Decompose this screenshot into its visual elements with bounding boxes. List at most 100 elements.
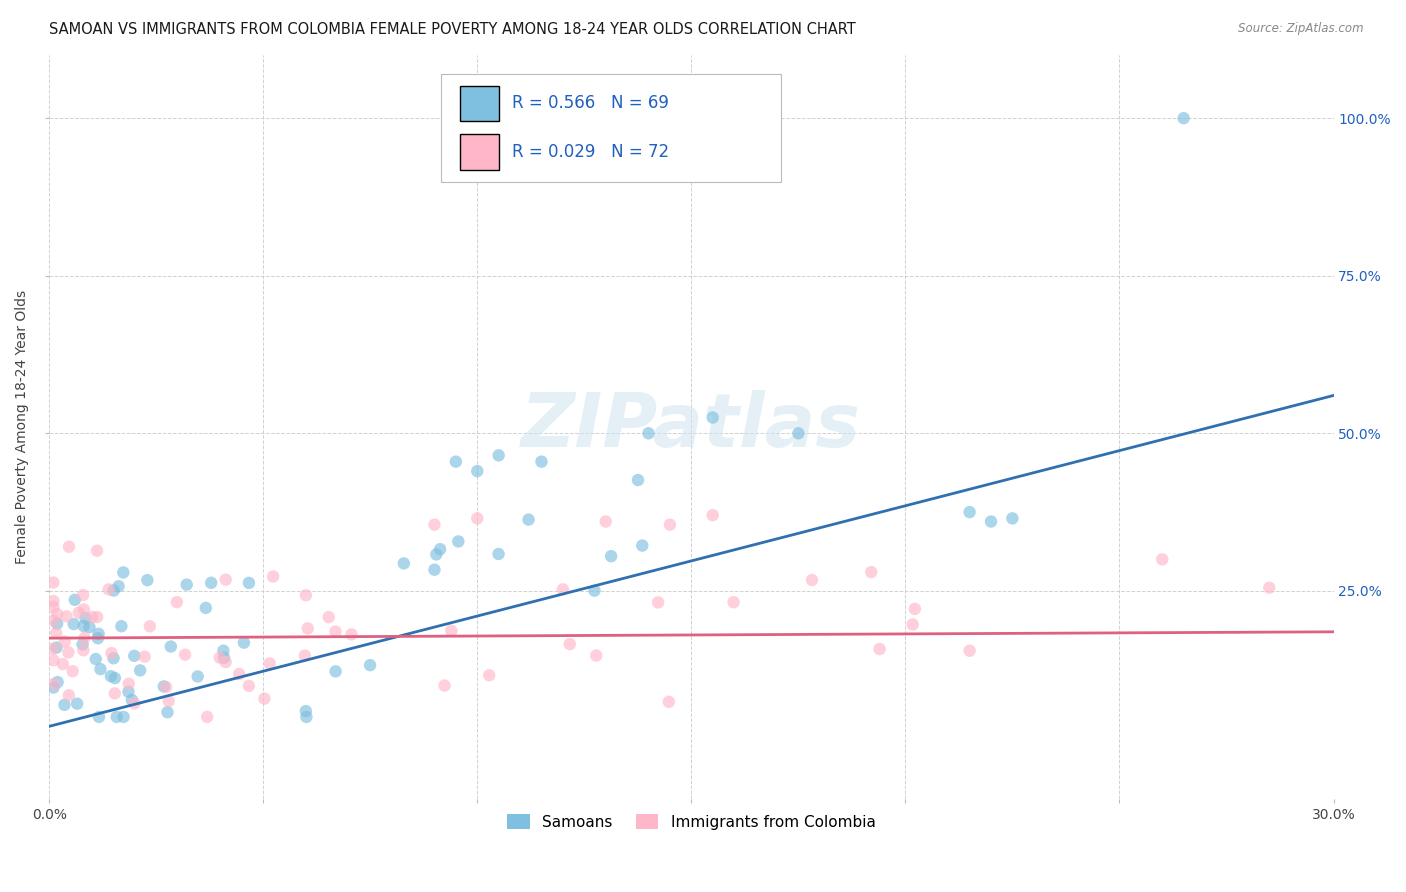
Legend: Samoans, Immigrants from Colombia: Samoans, Immigrants from Colombia [501, 807, 882, 836]
Point [72, 637, 94, 651]
Point [215, 573, 238, 587]
Point [551, 582, 574, 597]
Point [187, 669, 209, 683]
Point [62, 664, 84, 678]
Point [959, 505, 981, 519]
Point [801, 573, 824, 587]
Point [160, 640, 183, 654]
Text: ZIPatlas: ZIPatlas [522, 391, 862, 464]
Point [259, 657, 281, 671]
Point [53, 698, 76, 712]
Point [89, 662, 111, 676]
Point [359, 658, 381, 673]
Point [297, 621, 319, 635]
Point [42, 614, 65, 628]
Point [423, 563, 446, 577]
Point [157, 694, 180, 708]
Point [444, 455, 467, 469]
Point [869, 642, 891, 657]
Point [73, 602, 96, 616]
Point [122, 648, 145, 663]
Point [46, 616, 69, 631]
Point [52, 657, 75, 671]
Point [152, 680, 174, 694]
Point [631, 539, 654, 553]
Point [295, 704, 318, 718]
Point [72, 588, 94, 602]
Point [959, 644, 981, 658]
Point [238, 575, 260, 590]
Point [42, 681, 65, 695]
Point [79, 620, 101, 634]
Point [294, 648, 316, 663]
Point [82, 610, 104, 624]
Point [58, 540, 80, 554]
Point [75, 611, 97, 625]
Point [87, 710, 110, 724]
Point [42, 677, 65, 691]
Point [73, 619, 96, 633]
Point [600, 549, 623, 564]
Point [42, 641, 65, 656]
Point [787, 426, 810, 441]
Point [104, 686, 127, 700]
Text: Source: ZipAtlas.com: Source: ZipAtlas.com [1239, 22, 1364, 36]
Point [166, 595, 188, 609]
Point [155, 680, 177, 694]
Point [232, 635, 254, 649]
Point [97, 582, 120, 597]
Point [1173, 111, 1195, 125]
Point [129, 664, 152, 678]
Point [46, 607, 69, 621]
Point [585, 648, 607, 663]
Point [87, 632, 110, 646]
Point [121, 693, 143, 707]
Point [194, 601, 217, 615]
Point [104, 671, 127, 685]
Text: R = 0.029   N = 72: R = 0.029 N = 72 [512, 143, 669, 161]
Point [118, 677, 141, 691]
Point [55, 609, 77, 624]
Point [124, 697, 146, 711]
Point [318, 610, 340, 624]
Point [488, 547, 510, 561]
Point [42, 600, 65, 615]
Text: R = 0.566   N = 69: R = 0.566 N = 69 [512, 95, 668, 112]
Point [253, 691, 276, 706]
Point [176, 577, 198, 591]
Point [295, 588, 318, 602]
Point [392, 557, 415, 571]
Point [295, 710, 318, 724]
Point [212, 650, 235, 665]
Point [53, 634, 76, 648]
Point [103, 651, 125, 665]
Point [42, 575, 65, 590]
Point [208, 650, 231, 665]
Point [58, 688, 80, 702]
Point [901, 617, 924, 632]
Point [62, 617, 84, 632]
Point [156, 705, 179, 719]
Point [134, 649, 156, 664]
FancyBboxPatch shape [460, 86, 499, 121]
Text: SAMOAN VS IMMIGRANTS FROM COLOMBIA FEMALE POVERTY AMONG 18-24 YEAR OLDS CORRELAT: SAMOAN VS IMMIGRANTS FROM COLOMBIA FEMAL… [49, 22, 856, 37]
Point [238, 679, 260, 693]
Point [45, 626, 67, 640]
Point [637, 426, 659, 441]
Point [425, 548, 447, 562]
Point [325, 624, 347, 639]
Point [67, 606, 90, 620]
Point [530, 455, 553, 469]
Point [228, 667, 250, 681]
Point [87, 627, 110, 641]
Point [904, 602, 927, 616]
Point [517, 512, 540, 526]
Point [340, 627, 363, 641]
Point [488, 448, 510, 462]
FancyBboxPatch shape [460, 134, 499, 169]
Point [110, 619, 132, 633]
Point [58, 645, 80, 659]
Point [583, 583, 606, 598]
Point [103, 583, 125, 598]
Point [46, 675, 69, 690]
